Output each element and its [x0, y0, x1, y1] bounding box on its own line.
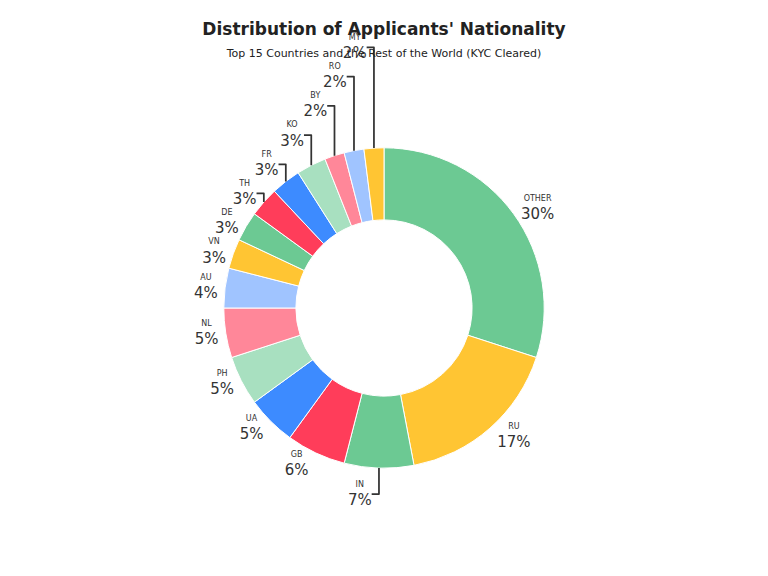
svg-text:TH3%: TH3%	[233, 179, 257, 208]
svg-text:MY2%: MY2%	[343, 33, 367, 62]
svg-text:KO3%: KO3%	[280, 120, 304, 149]
svg-text:NL5%: NL5%	[195, 319, 219, 348]
svg-text:GB6%: GB6%	[285, 450, 309, 479]
svg-text:VN3%: VN3%	[202, 237, 226, 266]
svg-text:AU4%: AU4%	[194, 273, 218, 302]
svg-text:UA5%: UA5%	[240, 414, 264, 443]
svg-text:DE3%: DE3%	[215, 208, 239, 237]
svg-text:OTHER30%: OTHER30%	[521, 194, 554, 223]
svg-text:PH5%: PH5%	[210, 369, 234, 398]
svg-text:BY2%: BY2%	[303, 91, 327, 120]
svg-text:IN7%: IN7%	[348, 480, 372, 509]
svg-text:Distribution of Applicants' Na: Distribution of Applicants' NationalityT…	[202, 19, 565, 60]
svg-text:FR3%: FR3%	[255, 150, 279, 179]
svg-text:RO2%: RO2%	[323, 62, 347, 91]
svg-text:RU17%: RU17%	[497, 422, 530, 451]
